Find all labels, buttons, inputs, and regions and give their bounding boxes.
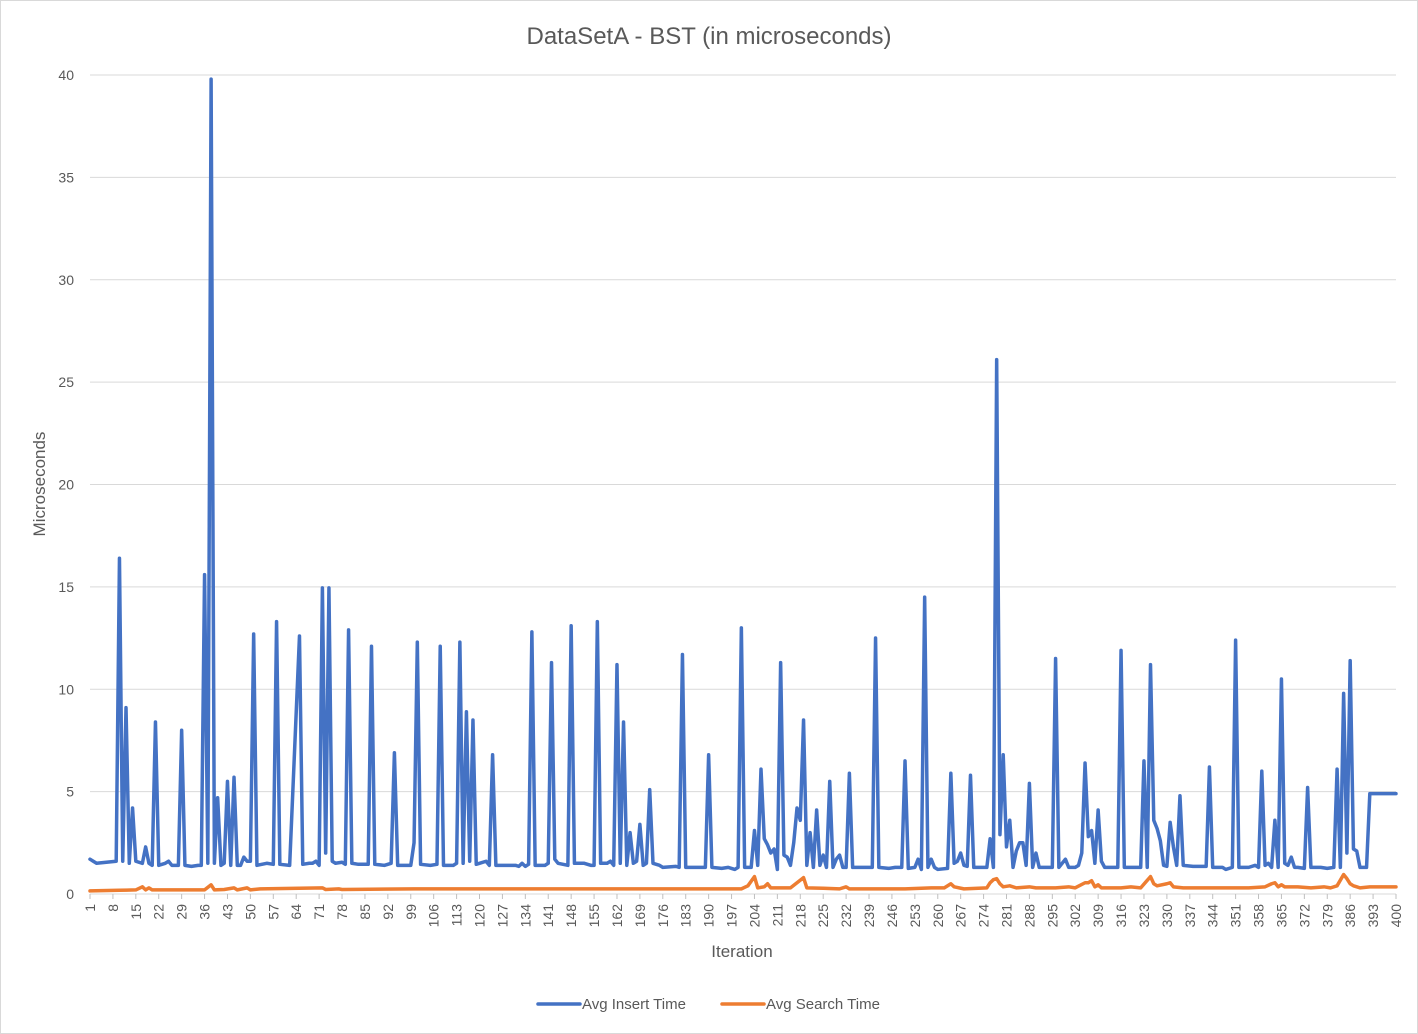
y-tick-label: 30	[58, 272, 74, 288]
x-tick-label: 29	[174, 904, 190, 920]
x-tick-label: 218	[792, 904, 808, 928]
x-tick-label: 36	[197, 904, 213, 920]
x-tick-label: 386	[1342, 904, 1358, 928]
x-tick-label: 71	[311, 904, 327, 920]
series-line-avg-search-time	[88, 872, 1398, 893]
x-tick-label: 148	[563, 904, 579, 928]
x-tick-label: 288	[1021, 904, 1037, 928]
x-tick-label: 337	[1182, 904, 1198, 928]
x-tick-label: 92	[380, 904, 396, 920]
x-tick-label: 113	[449, 904, 465, 927]
x-tick-label: 239	[861, 904, 877, 928]
series-line-avg-insert-time	[88, 77, 1398, 872]
x-tick-label: 253	[907, 904, 923, 928]
x-tick-label: 22	[151, 904, 167, 920]
chart-title: DataSetA - BST (in microseconds)	[526, 23, 891, 50]
y-axis-label: Microseconds	[30, 432, 49, 537]
x-tick-label: 379	[1319, 904, 1335, 928]
y-axis-ticks: 0 5 10 15 20 25 30 35 40	[58, 67, 74, 902]
x-tick-label: 267	[953, 904, 969, 928]
x-tick-label: 1	[82, 904, 98, 912]
x-tick-label: 169	[632, 904, 648, 928]
x-tick-label: 274	[976, 904, 992, 928]
x-tick-label: 393	[1365, 904, 1381, 928]
x-tick-label: 232	[838, 904, 854, 928]
x-tick-label: 120	[472, 904, 488, 928]
x-tick-label: 281	[998, 904, 1014, 928]
x-tick-label: 246	[884, 904, 900, 928]
x-tick-label: 190	[701, 904, 717, 928]
x-tick-label: 155	[586, 904, 602, 928]
x-tick-label: 78	[334, 904, 350, 920]
x-tick-label: 162	[609, 904, 625, 928]
x-tick-label: 295	[1044, 904, 1060, 928]
x-tick-label: 309	[1090, 904, 1106, 928]
x-tick-label: 15	[128, 904, 144, 920]
x-tick-label: 260	[930, 904, 946, 928]
x-tick-label: 302	[1067, 904, 1083, 928]
x-tick-label: 211	[769, 904, 785, 927]
x-tick-label: 351	[1228, 904, 1244, 928]
y-tick-label: 0	[66, 886, 74, 902]
x-tick-label: 183	[678, 904, 694, 928]
series-lines	[88, 77, 1398, 893]
x-axis-ticks: 1 8 15 22 29 36 43 50 57 64 71 78 85 92 99 106 113 120 127…	[82, 894, 1404, 927]
x-tick-label: 141	[540, 904, 556, 928]
x-tick-label: 176	[655, 904, 671, 928]
x-tick-label: 316	[1113, 904, 1129, 928]
y-tick-label: 40	[58, 67, 74, 83]
y-tick-label: 15	[58, 579, 74, 595]
y-tick-label: 10	[58, 681, 74, 697]
x-tick-label: 365	[1273, 904, 1289, 928]
x-tick-label: 134	[517, 904, 533, 928]
x-axis-label: Iteration	[711, 942, 772, 961]
x-tick-label: 43	[219, 904, 235, 920]
x-tick-label: 344	[1205, 904, 1221, 928]
x-tick-label: 106	[426, 904, 442, 928]
x-tick-label: 127	[494, 904, 510, 928]
x-tick-label: 50	[242, 904, 258, 920]
y-tick-label: 35	[58, 169, 74, 185]
gridlines	[90, 74, 1396, 895]
x-tick-label: 323	[1136, 904, 1152, 928]
x-tick-label: 8	[105, 904, 121, 912]
y-tick-label: 25	[58, 374, 74, 390]
legend-label: Avg Search Time	[766, 996, 880, 1013]
legend: Avg Insert Time Avg Search Time	[536, 996, 880, 1013]
x-tick-label: 197	[724, 904, 740, 928]
x-tick-label: 372	[1296, 904, 1312, 928]
y-tick-label: 5	[66, 784, 74, 800]
x-tick-label: 64	[288, 904, 304, 920]
x-tick-label: 204	[746, 904, 762, 928]
x-tick-label: 400	[1388, 904, 1404, 928]
y-tick-label: 20	[58, 477, 74, 493]
x-tick-label: 99	[403, 904, 419, 920]
x-tick-label: 85	[357, 904, 373, 920]
legend-label: Avg Insert Time	[582, 996, 686, 1013]
x-tick-label: 57	[265, 904, 281, 920]
x-tick-label: 330	[1159, 904, 1175, 928]
x-tick-label: 358	[1251, 904, 1267, 928]
x-tick-label: 225	[815, 904, 831, 928]
